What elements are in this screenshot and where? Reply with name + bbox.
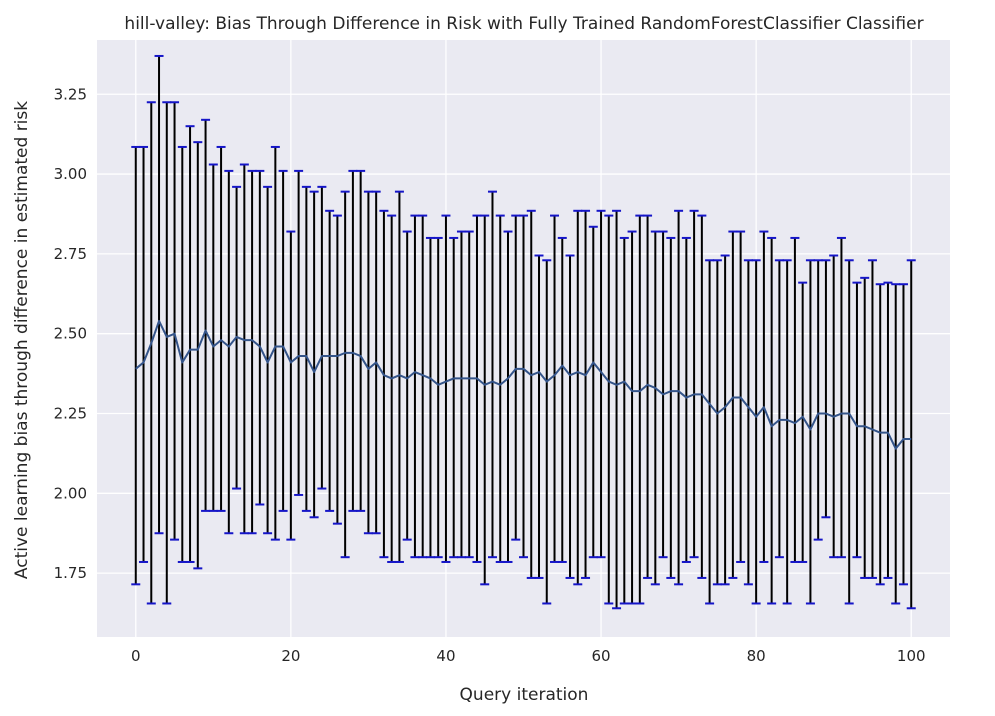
x-tick-label: 0 (131, 647, 141, 665)
y-tick-label: 2.50 (54, 325, 87, 343)
y-tick-labels: 1.75 2.00 2.25 2.50 2.75 3.00 3.25 (54, 85, 87, 582)
y-tick-label: 1.75 (54, 564, 87, 582)
x-tick-label: 60 (591, 647, 610, 665)
y-tick-label: 3.25 (54, 85, 87, 103)
chart-title: hill-valley: Bias Through Difference in … (124, 14, 923, 34)
x-tick-label: 100 (897, 647, 926, 665)
series-line (135, 319, 912, 450)
x-tick-label: 40 (436, 647, 455, 665)
x-tick-label: 20 (281, 647, 300, 665)
x-tick-label: 80 (747, 647, 766, 665)
y-axis-label: Active learning bias through difference … (12, 101, 32, 579)
y-tick-label: 2.75 (54, 245, 87, 263)
x-axis-label: Query iteration (460, 685, 589, 705)
x-tick-labels: 0 20 40 60 80 100 (131, 647, 926, 665)
y-tick-label: 2.25 (54, 405, 87, 423)
y-tick-label: 3.00 (54, 165, 87, 183)
y-tick-label: 2.00 (54, 484, 87, 502)
errorbars (131, 54, 916, 610)
series-line-group (135, 319, 912, 450)
